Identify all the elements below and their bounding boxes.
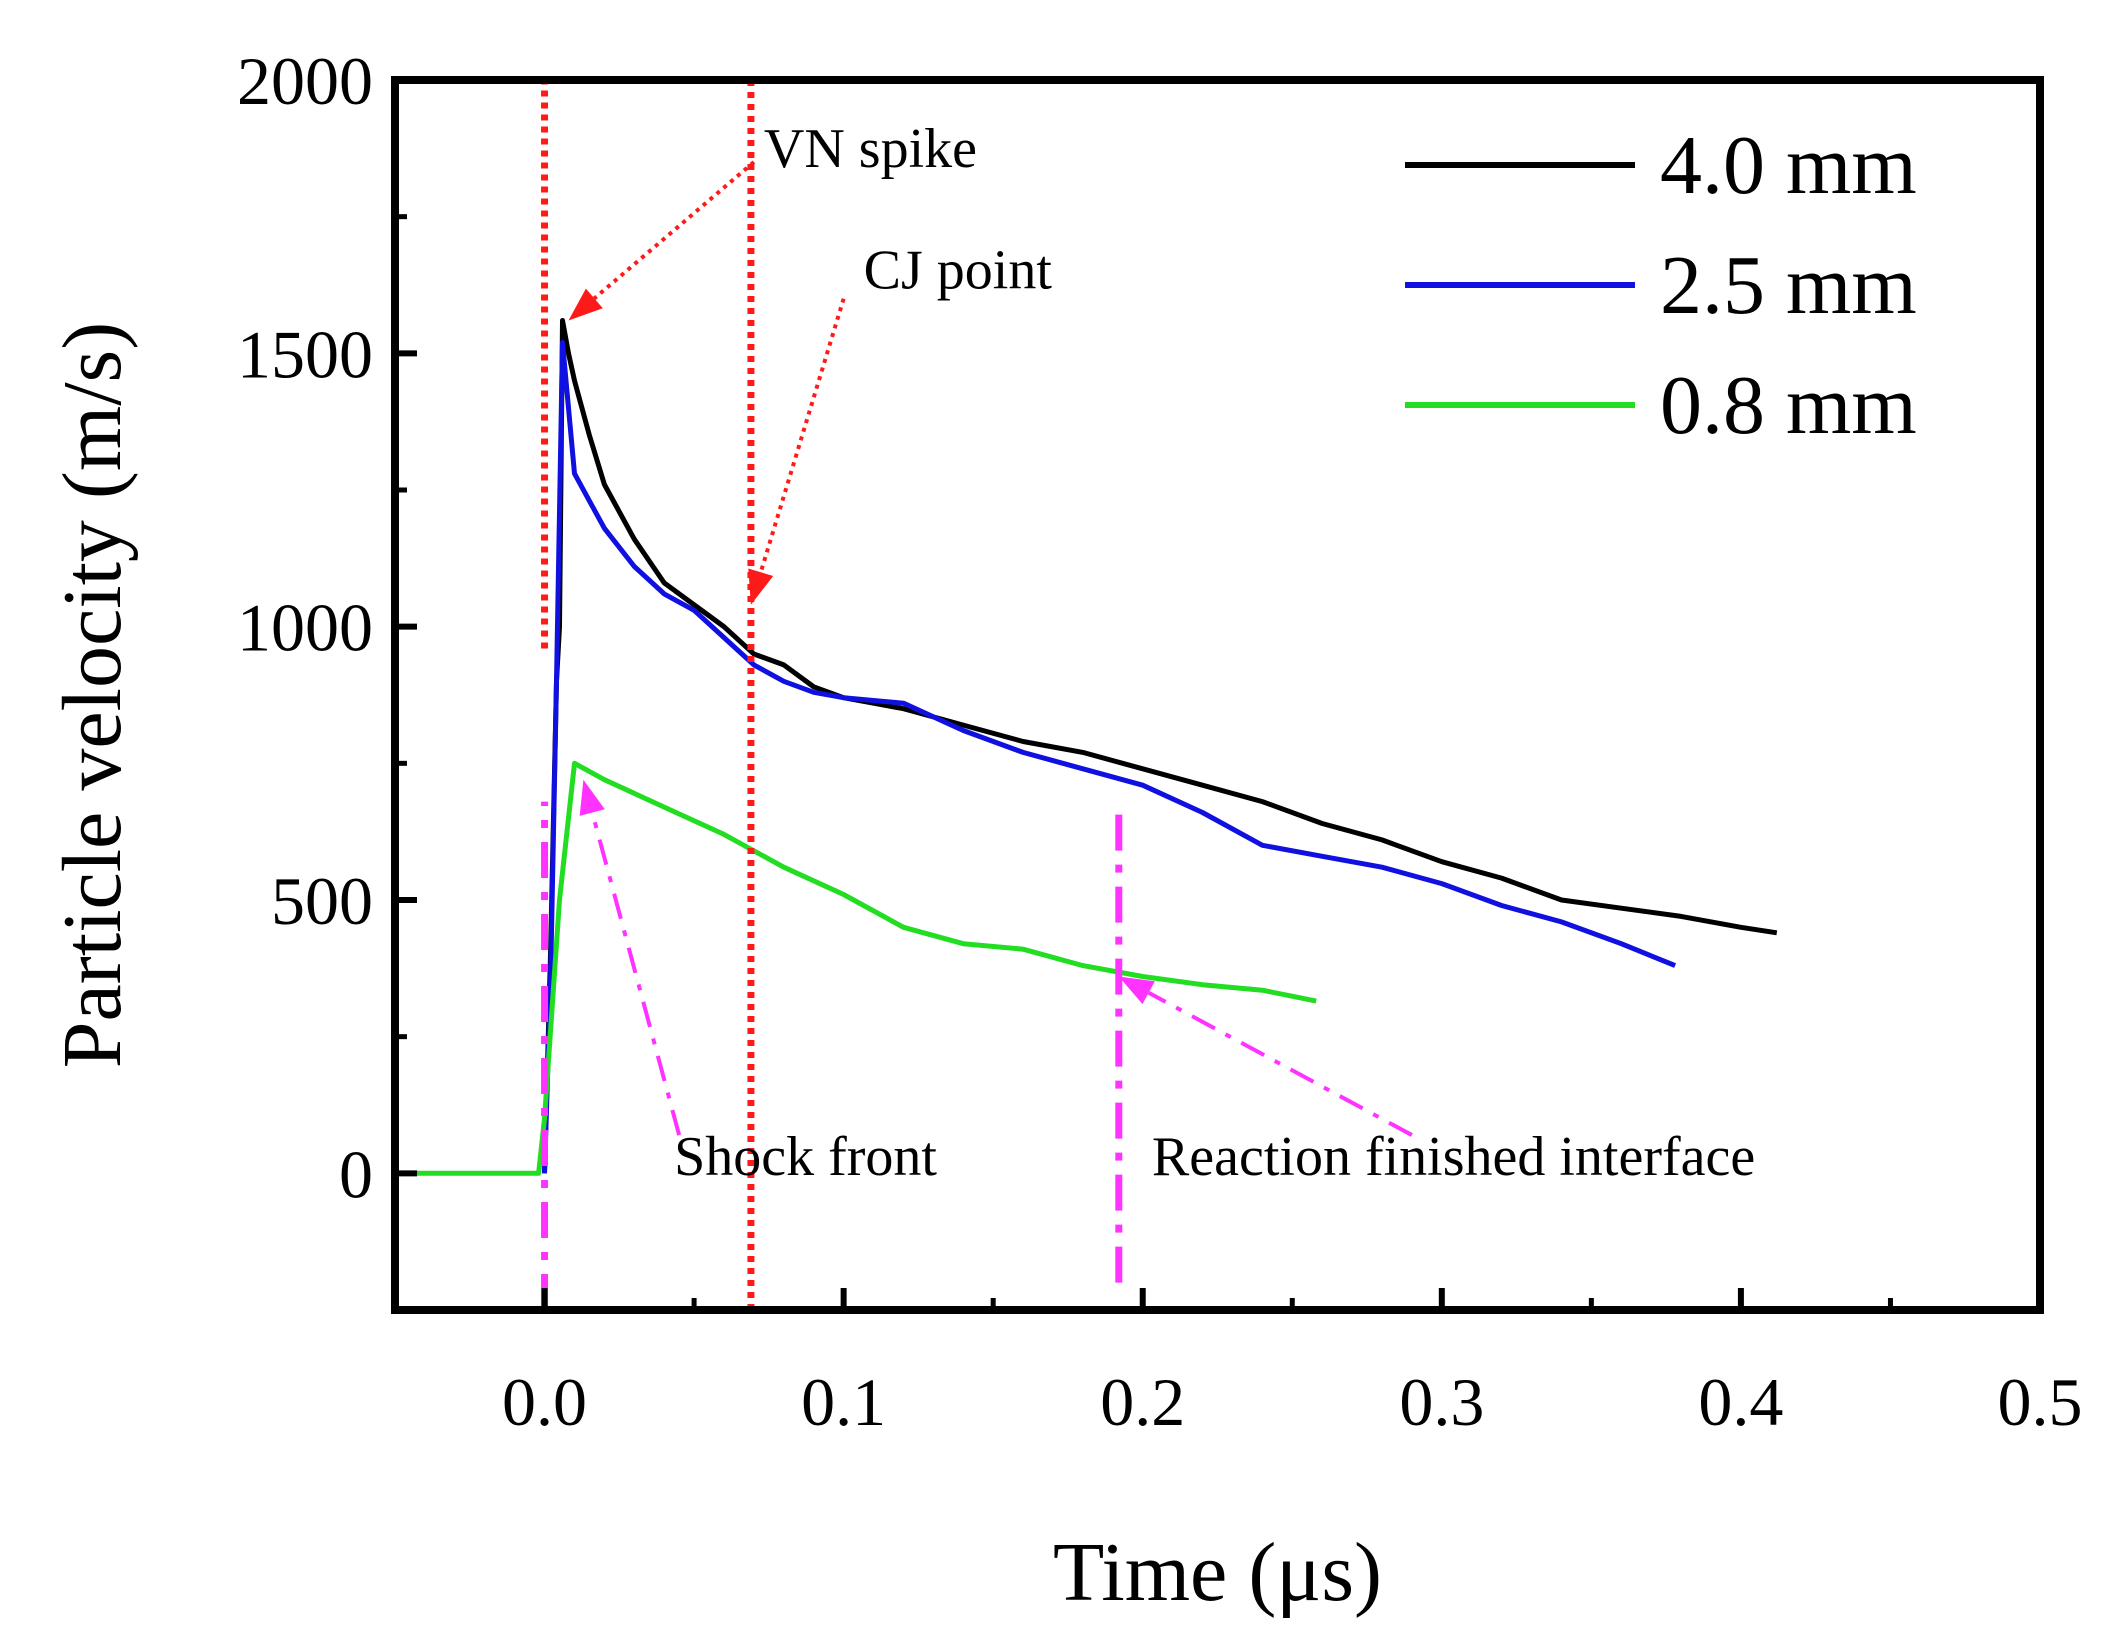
plot-frame — [391, 76, 2044, 1314]
y-axis-title: Particle velocity (m/s) — [46, 322, 139, 1068]
annotations-layer: VN spike CJ point Shock front Reaction fini… — [568, 118, 1755, 1188]
x-tick-label: 0.4 — [1698, 1364, 1783, 1440]
y-tick-label: 1000 — [237, 590, 373, 666]
annotation-arrowhead — [748, 568, 774, 605]
x-tick-label: 0.5 — [1998, 1364, 2083, 1440]
annotation-arrow-line — [1147, 990, 1413, 1137]
legend-label: 4.0 mm — [1660, 119, 1917, 212]
x-tick-label: 0.2 — [1100, 1364, 1185, 1440]
x-tick-label: 0.1 — [801, 1364, 886, 1440]
legend-label: 2.5 mm — [1660, 239, 1917, 332]
annotation-arrowhead — [1118, 976, 1155, 1005]
series-line-0-8-mm — [395, 760, 1317, 1176]
x-tick-label: 0.0 — [502, 1364, 587, 1440]
annotation-arrowhead — [579, 779, 605, 816]
series-line-2-5-mm — [542, 339, 1677, 1174]
y-tick-label: 500 — [271, 863, 373, 939]
ticks-layer: 0.0 0.1 0.2 0.3 0.4 0.5 0 500 1000 1500 2000 — [237, 43, 2083, 1440]
legend: 4.0 mm 2.5 mm 0.8 mm — [1405, 119, 1917, 452]
annotation-label: Shock front — [674, 1126, 937, 1188]
annotation-arrowhead — [568, 288, 603, 321]
series-layer — [395, 318, 1778, 1176]
annotation-arrow-line — [590, 812, 682, 1136]
x-axis-title: Time (μs) — [1053, 1526, 1382, 1619]
y-tick-label: 0 — [339, 1136, 373, 1212]
y-tick-label: 2000 — [237, 43, 373, 119]
annotation-label: CJ point — [864, 240, 1053, 302]
annotation-label: VN spike — [764, 118, 977, 180]
annotation-label: Reaction finished interface — [1152, 1126, 1755, 1188]
annotation-arrow-line — [758, 298, 846, 573]
series-line-4-0-mm — [542, 318, 1778, 1174]
reference-lines-layer — [541, 80, 1123, 1310]
annotation-arrow-line — [593, 160, 756, 300]
y-tick-label: 1500 — [237, 316, 373, 392]
legend-label: 0.8 mm — [1660, 359, 1917, 452]
x-tick-label: 0.3 — [1399, 1364, 1484, 1440]
